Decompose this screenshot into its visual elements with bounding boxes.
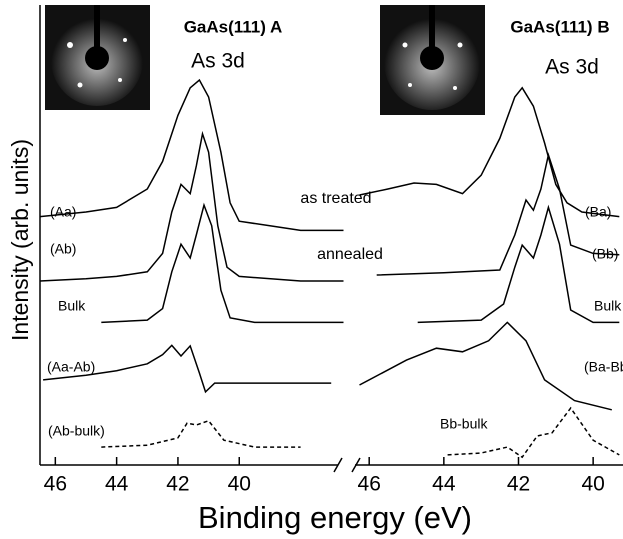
x-tick-label: 46	[44, 473, 67, 496]
series-label: (Bb)	[592, 246, 618, 262]
x-tick-label: 42	[507, 473, 530, 496]
x-tick-label: 44	[105, 473, 129, 496]
x-tick-label: 44	[432, 473, 456, 496]
spectrum-line	[359, 86, 620, 218]
panel-subtitle: As 3d	[191, 50, 245, 73]
spectrum-line	[39, 78, 344, 232]
x-tick-label: 42	[166, 473, 189, 496]
panel-subtitle: As 3d	[545, 56, 599, 79]
spectrum-line	[447, 406, 620, 459]
leed-inset	[45, 5, 150, 110]
panel-title: GaAs(111) A	[184, 17, 283, 36]
series-label: (Ba-Bb)	[584, 359, 623, 375]
leed-inset	[380, 5, 485, 115]
x-axis-title: Binding energy (eV)	[198, 500, 472, 535]
spectrum-line	[359, 321, 612, 411]
series-label: Bb-bulk	[440, 416, 488, 432]
x-tick-label: 40	[228, 473, 251, 496]
series-label: Bulk	[58, 298, 86, 314]
spectrum-line	[39, 130, 344, 282]
series-label: (Aa-Ab)	[47, 359, 95, 375]
y-axis-title: Intensity (arb. units)	[7, 139, 33, 341]
series-label: (Ba)	[585, 204, 611, 220]
series-label: (Aa)	[50, 204, 76, 220]
spectrum-line	[101, 202, 344, 324]
spectrum-line	[376, 152, 620, 276]
spectrum-line	[417, 204, 620, 324]
x-tick-label: 40	[581, 473, 604, 496]
series-label: Bulk	[594, 298, 622, 314]
annotation: annealed	[317, 246, 383, 263]
panel-title: GaAs(111) B	[510, 17, 609, 36]
series-label: (Ab)	[50, 241, 76, 257]
series-label: (Ab-bulk)	[48, 423, 105, 439]
spectrum-line	[101, 419, 301, 448]
annotation: as treated	[300, 190, 371, 207]
spectrum-line	[43, 344, 332, 394]
axes	[39, 5, 623, 473]
x-tick-label: 46	[358, 473, 381, 496]
